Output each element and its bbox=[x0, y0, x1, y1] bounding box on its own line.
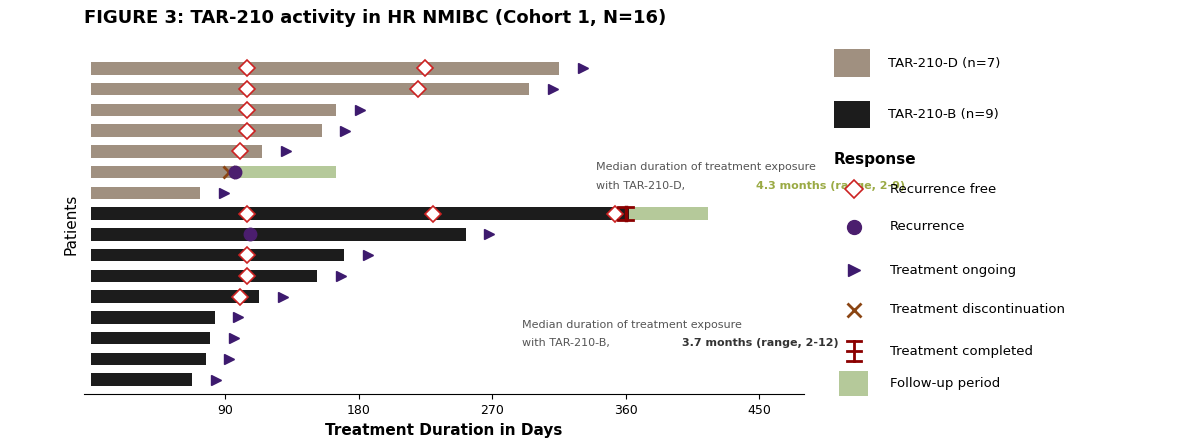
Text: TAR-210-B (n=9): TAR-210-B (n=9) bbox=[888, 108, 998, 121]
Bar bbox=[91, 332, 210, 345]
Bar bbox=[91, 207, 629, 220]
Bar bbox=[91, 145, 262, 158]
Text: Treatment ongoing: Treatment ongoing bbox=[889, 264, 1016, 277]
Bar bbox=[91, 249, 343, 261]
Bar bbox=[91, 353, 205, 365]
Bar bbox=[91, 270, 317, 282]
Text: Treatment completed: Treatment completed bbox=[889, 345, 1033, 358]
Text: Treatment discontinuation: Treatment discontinuation bbox=[889, 303, 1064, 316]
Bar bbox=[91, 187, 199, 199]
Bar bbox=[834, 101, 870, 128]
Bar bbox=[834, 49, 870, 77]
Bar bbox=[91, 311, 215, 323]
Text: with TAR-210-D,: with TAR-210-D, bbox=[596, 181, 689, 190]
Bar bbox=[91, 374, 192, 386]
Bar bbox=[91, 125, 322, 137]
Bar bbox=[91, 103, 336, 116]
Text: Median duration of treatment exposure: Median duration of treatment exposure bbox=[522, 320, 742, 330]
Text: Median duration of treatment exposure: Median duration of treatment exposure bbox=[596, 162, 816, 172]
Bar bbox=[91, 83, 529, 95]
Text: with TAR-210-B,: with TAR-210-B, bbox=[522, 338, 613, 349]
Text: Follow-up period: Follow-up period bbox=[889, 377, 1000, 390]
Text: FIGURE 3: TAR-210 activity in HR NMIBC (Cohort 1, N=16): FIGURE 3: TAR-210 activity in HR NMIBC (… bbox=[84, 9, 666, 27]
X-axis label: Treatment Duration in Days: Treatment Duration in Days bbox=[325, 422, 563, 438]
Text: TAR-210-D (n=7): TAR-210-D (n=7) bbox=[888, 57, 1001, 70]
Bar bbox=[91, 166, 233, 178]
Text: 4.3 months (range, 2-9): 4.3 months (range, 2-9) bbox=[756, 181, 906, 190]
Text: 3.7 months (range, 2-12): 3.7 months (range, 2-12) bbox=[683, 338, 839, 349]
Bar bbox=[91, 290, 259, 303]
Text: Recurrence free: Recurrence free bbox=[889, 183, 996, 196]
Y-axis label: Patients: Patients bbox=[64, 194, 78, 254]
Bar bbox=[839, 371, 868, 396]
Bar bbox=[233, 166, 336, 178]
Text: Response: Response bbox=[834, 152, 917, 167]
Bar bbox=[629, 207, 708, 220]
Bar bbox=[91, 228, 466, 241]
Text: Recurrence: Recurrence bbox=[889, 220, 965, 233]
Bar bbox=[91, 62, 559, 74]
